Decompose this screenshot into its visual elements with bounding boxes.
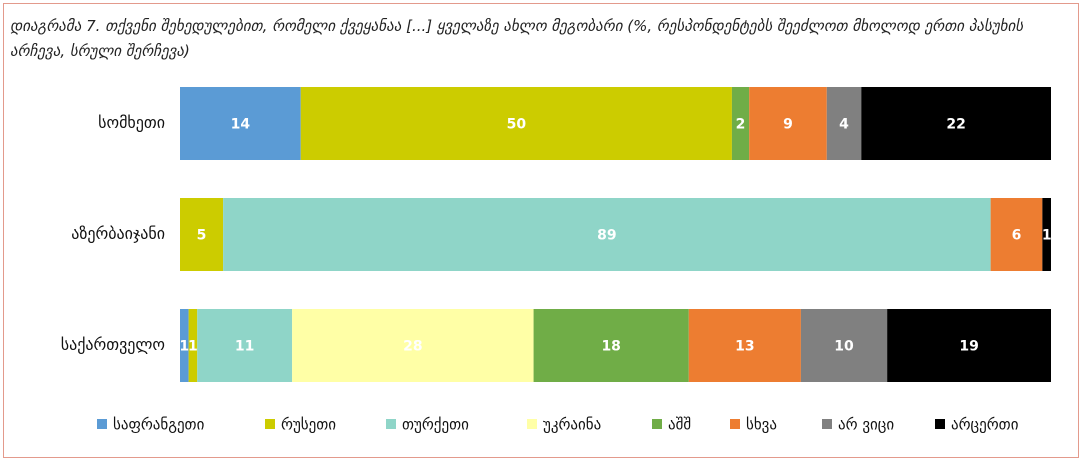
data-label: 19 bbox=[959, 339, 978, 355]
data-label: 2 bbox=[736, 117, 746, 133]
legend-swatch bbox=[730, 419, 740, 429]
legend-swatch bbox=[527, 419, 537, 429]
legend-swatch bbox=[97, 419, 107, 429]
bar-segment bbox=[180, 198, 224, 271]
legend-label: სხვა bbox=[746, 416, 777, 434]
bar-segment bbox=[188, 309, 198, 382]
legend-swatch bbox=[386, 419, 396, 429]
legend-label: უკრაინა bbox=[543, 416, 601, 434]
bar-segment bbox=[223, 198, 991, 271]
legend-label: არ ვიცი bbox=[838, 416, 894, 434]
chart-title: დიაგრამა 7. თქვენი შეხედულებით, რომელი ქ… bbox=[10, 17, 1024, 60]
data-label: 13 bbox=[735, 339, 754, 355]
data-label: 1 bbox=[1042, 228, 1052, 244]
data-label: 5 bbox=[197, 228, 207, 244]
bar-segment bbox=[990, 198, 1043, 271]
category-label: სომხეთი bbox=[98, 113, 165, 132]
data-label: 14 bbox=[231, 117, 251, 133]
legend-label: თურქეთი bbox=[402, 416, 469, 434]
bar-segment bbox=[197, 309, 293, 382]
data-label: 10 bbox=[834, 339, 854, 355]
data-label: 1 bbox=[188, 339, 198, 355]
category-label: საქართველო bbox=[61, 335, 165, 354]
legend-label: რუსეთი bbox=[281, 416, 336, 434]
bar-segment bbox=[688, 309, 801, 382]
data-label: 4 bbox=[839, 117, 849, 133]
legend-swatch bbox=[652, 419, 662, 429]
data-label: 9 bbox=[783, 117, 793, 133]
bar-segment bbox=[1042, 198, 1051, 271]
data-label: 22 bbox=[946, 117, 965, 133]
data-label: 28 bbox=[403, 339, 422, 355]
bar-segment bbox=[800, 309, 888, 382]
bar-segment bbox=[533, 309, 689, 382]
bar-segment bbox=[180, 309, 189, 382]
legend-label: არცერთი bbox=[951, 416, 1019, 434]
data-label: 1 bbox=[179, 339, 189, 355]
bar-segment bbox=[292, 309, 534, 382]
frame bbox=[3, 3, 1079, 458]
bar-segment bbox=[300, 87, 732, 160]
bar-segment bbox=[731, 87, 750, 160]
category-label: აზერბაიჯანი bbox=[71, 224, 165, 243]
legend-label: აშშ bbox=[668, 416, 691, 434]
data-label: 11 bbox=[235, 339, 254, 355]
data-label: 89 bbox=[597, 228, 616, 244]
legend-swatch bbox=[265, 419, 275, 429]
bar-segment bbox=[749, 87, 827, 160]
bar-segment bbox=[861, 87, 1051, 160]
legend-swatch bbox=[822, 419, 832, 429]
bar-segment bbox=[887, 309, 1051, 382]
bar-segment bbox=[826, 87, 862, 160]
legend-swatch bbox=[935, 419, 945, 429]
bar-segment bbox=[180, 87, 301, 160]
data-label: 18 bbox=[601, 339, 620, 355]
data-label: 6 bbox=[1012, 228, 1022, 244]
legend-label: საფრანგეთი bbox=[113, 416, 205, 434]
data-label: 50 bbox=[507, 117, 527, 133]
